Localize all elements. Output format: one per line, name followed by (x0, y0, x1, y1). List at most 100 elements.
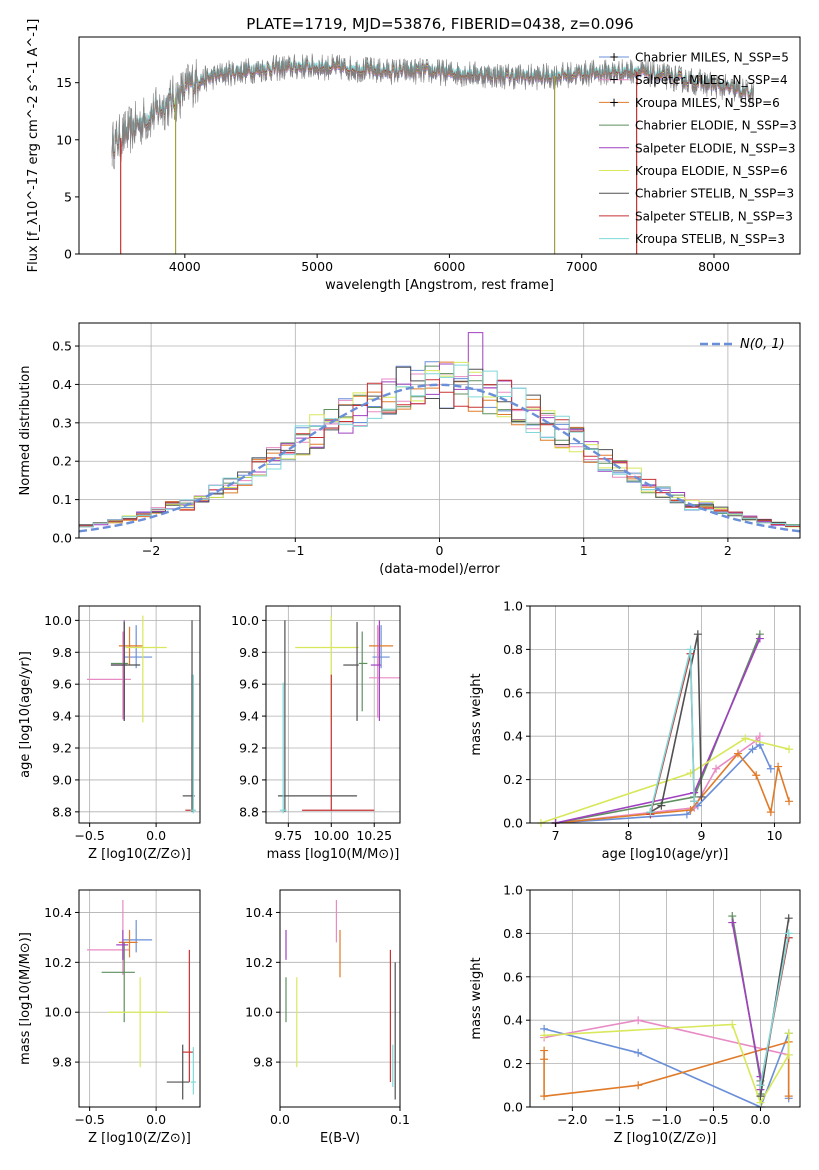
histogram-step (79, 361, 800, 528)
age_vs_Z-errorbars (86, 615, 197, 814)
x-tick-label: 0.1 (390, 1112, 410, 1127)
data-point (540, 1031, 549, 1040)
data-point (733, 749, 742, 758)
axes-frame (529, 889, 801, 1108)
x-tick-label: 10.25 (356, 828, 392, 843)
y-tick-label: 0.4 (503, 1013, 523, 1028)
x-axis-label: mass [log10(M/M⊙)] (267, 847, 400, 862)
data-point (756, 1092, 765, 1101)
x-axis-label: Z [log10(Z/Z⊙)] (88, 1131, 191, 1146)
mass_vs_Z-errorbars (86, 899, 197, 1100)
x-tick-label: −0.5 (698, 1112, 728, 1127)
mass_weight_vs_age-frame: 7 8 9 10 0.0 0.2 0.4 0.6 0.8 1.0 age [log10(age/yr… (469, 599, 801, 862)
data-point (785, 797, 794, 806)
data-point (634, 1016, 643, 1025)
data-point (657, 801, 666, 810)
x-tick-label: −0.5 (74, 828, 104, 843)
data-point (690, 797, 699, 806)
y-tick-label: 0.5 (52, 339, 72, 354)
y-tick-label: 9.4 (239, 709, 259, 724)
age_vs_Z-frame: −0.5 0.0 8.8 9.0 9.2 9.4 9.6 9.8 10.0 Z [log10(Z/… (18, 605, 201, 862)
legend-label: Salpeter ELODIE, N_SSP=3 (635, 141, 796, 155)
y-tick-label: 0.2 (503, 1056, 523, 1071)
axes-frame (78, 36, 801, 255)
y-axis-label: Flux [f_λ10^-17 erg cm^-2 s^-1 A^-1] (26, 19, 41, 273)
y-axis-label: mass [log10(M/M⊙)] (18, 932, 33, 1065)
y-tick-label: 9.0 (239, 772, 259, 787)
legend-label: Salpeter MILES, N_SSP=4 (635, 73, 788, 87)
y-tick-label: 9.6 (239, 677, 259, 692)
y-tick-label: 10 (56, 132, 72, 147)
x-tick-label: 0.0 (751, 1112, 771, 1127)
y-tick-label: 0.0 (503, 1100, 523, 1115)
data-point (784, 929, 793, 938)
data-point (728, 918, 737, 927)
data-point (686, 645, 695, 654)
x-tick-label: −0.5 (74, 1112, 104, 1127)
y-tick-label: 10.2 (245, 955, 273, 970)
x-tick-label: −2.0 (557, 1112, 587, 1127)
x-tick-label: 0.0 (146, 1112, 166, 1127)
data-line (111, 53, 754, 170)
age_vs_mass-errorbars (278, 615, 400, 814)
x-tick-label: 0.0 (270, 1112, 290, 1127)
y-tick-label: 9.8 (239, 645, 259, 660)
y-tick-label: 0.6 (503, 685, 523, 700)
legend-marker: + (609, 95, 619, 109)
y-tick-label: 9.8 (253, 1055, 273, 1070)
data-point (728, 1020, 737, 1029)
histogram-step (79, 332, 800, 528)
data-point (784, 1050, 793, 1059)
x-tick-label: 7 (552, 828, 560, 843)
x-tick-label: −2 (142, 543, 160, 558)
y-axis-label: age [log10(age/yr)] (18, 651, 33, 778)
data-point (748, 745, 757, 754)
normal-curve (79, 383, 800, 533)
data-point (784, 1092, 793, 1101)
legend-label: Kroupa MILES, N_SSP=6 (635, 96, 780, 110)
x-tick-label: 0 (436, 543, 444, 558)
y-tick-label: 0.0 (503, 816, 523, 831)
y-tick-label: 9.4 (52, 709, 72, 724)
data-point (693, 630, 702, 639)
y-tick-label: 9.2 (239, 741, 259, 756)
legend-label: Chabrier ELODIE, N_SSP=3 (635, 119, 797, 133)
residuals-frame: −2 −1 0 1 2 0.0 0.1 0.2 0.3 0.4 0.5 (data-model)/er… (18, 322, 801, 577)
y-axis-label: mass weight (469, 673, 484, 755)
data-point (785, 745, 794, 754)
data-point (540, 1092, 549, 1101)
x-axis-label: wavelength [Angstrom, rest frame] (325, 278, 554, 293)
data-point (755, 732, 764, 741)
y-tick-label: 0.2 (52, 454, 72, 469)
x-tick-label: 7000 (566, 259, 598, 274)
data-point (774, 762, 783, 771)
mass_vs_Z-frame: −0.5 0.0 9.8 10.0 10.2 10.4 Z [log10(Z/Z⊙)] mas… (18, 889, 201, 1146)
axes-frame (265, 605, 401, 824)
y-tick-label: 10.4 (245, 905, 273, 920)
data-point (712, 764, 721, 773)
mass_weight_vs_age-lines (536, 630, 794, 827)
legend-label: Chabrier MILES, N_SSP=5 (635, 51, 789, 65)
data-point (697, 792, 706, 801)
x-tick-label: 8000 (698, 259, 730, 274)
y-axis-label: Normed distribution (18, 366, 33, 496)
y-tick-label: 10.0 (44, 613, 72, 628)
data-point (784, 914, 793, 923)
y-tick-label: 0.1 (52, 492, 72, 507)
mass-weight-line (540, 737, 790, 824)
data-point (756, 1081, 765, 1090)
y-tick-label: 10.0 (231, 613, 259, 628)
y-tick-label: 0 (64, 247, 72, 262)
data-point (540, 1055, 549, 1064)
y-tick-label: 9.6 (52, 677, 72, 692)
y-tick-label: 10.2 (44, 955, 72, 970)
residual-histograms (79, 332, 800, 533)
x-axis-label: E(B-V) (320, 1131, 360, 1146)
y-tick-label: 0.4 (52, 377, 72, 392)
data-point (741, 734, 750, 743)
x-tick-label: 10 (767, 828, 783, 843)
legend-label: Kroupa STELIB, N_SSP=3 (635, 232, 785, 246)
y-tick-label: 9.8 (52, 1055, 72, 1070)
legend-label: Kroupa ELODIE, N_SSP=6 (635, 164, 788, 178)
